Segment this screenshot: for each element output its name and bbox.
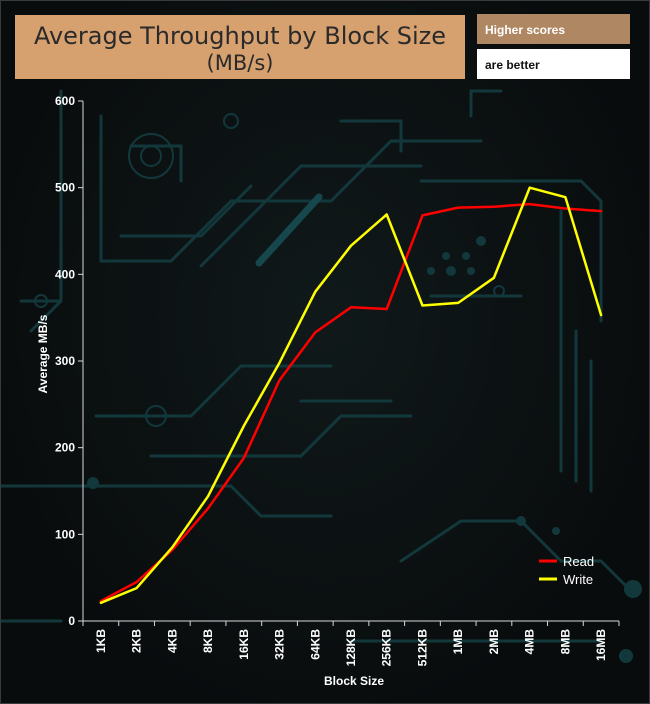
y-tick-label: 200: [55, 441, 75, 455]
y-axis-title: Average MB/s: [36, 314, 50, 393]
x-tick-label: 8MB: [558, 629, 572, 655]
y-tick-label: 300: [55, 354, 75, 368]
x-tick-label: 4MB: [523, 629, 537, 655]
x-tick-label: 512KB: [415, 629, 429, 667]
x-tick-label: 32KB: [273, 629, 287, 660]
series-line-read: [99, 202, 603, 603]
x-tick-label: 128KB: [344, 629, 358, 667]
x-tick-label: 16KB: [237, 629, 251, 660]
x-tick-label: 1KB: [94, 629, 108, 653]
y-tick-label: 400: [55, 267, 75, 281]
x-tick-label: 64KB: [308, 629, 322, 660]
chart-title-box: Average Throughput by Block Size (MB/s): [15, 15, 465, 79]
chart-subtitle: (MB/s): [206, 51, 274, 75]
x-tick-label: 16MB: [594, 629, 608, 661]
legend-label-write: Write: [563, 572, 593, 587]
x-tick-label: 4KB: [165, 629, 179, 653]
x-axis-title: Block Size: [324, 674, 384, 688]
y-tick-label: 100: [55, 527, 75, 541]
y-axis-ticks: 0 100 200 300 400 500 600: [55, 94, 83, 628]
x-tick-label: 256KB: [380, 629, 394, 667]
chart-title: Average Throughput by Block Size: [33, 22, 447, 50]
y-tick-label: 500: [55, 181, 75, 195]
series-layer: [99, 186, 603, 605]
x-tick-label: 2MB: [487, 629, 501, 655]
x-tick-label: 1MB: [451, 629, 465, 655]
legend: Read Write: [539, 554, 594, 587]
y-tick-label: 0: [68, 614, 75, 628]
x-axis-ticks: 1KB 2KB 4KB 8KB 16KB 32KB 64KB 128KB 256KB 512KB 1…: [82, 621, 620, 667]
note-higher-scores: Higher scores: [477, 14, 630, 44]
legend-label-read: Read: [563, 554, 594, 569]
x-tick-label: 8KB: [201, 629, 215, 653]
series-line-write: [99, 186, 603, 605]
y-tick-label: 600: [55, 94, 75, 108]
x-tick-label: 2KB: [130, 629, 144, 653]
note-are-better: are better: [477, 49, 630, 79]
